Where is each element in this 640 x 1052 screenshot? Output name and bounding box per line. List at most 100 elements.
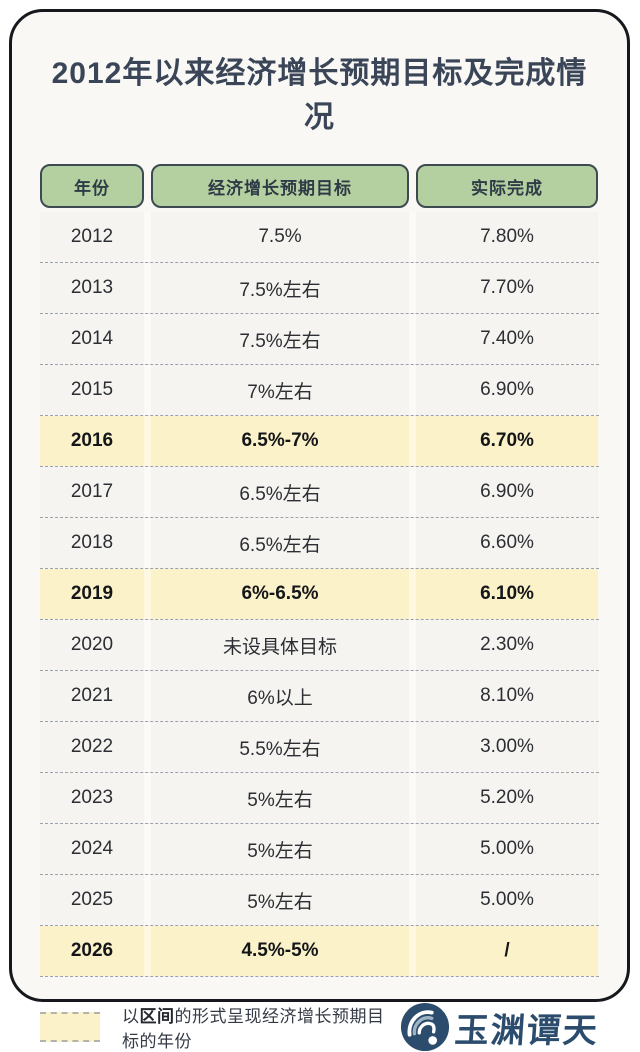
column-divider	[409, 671, 416, 721]
footer: 以区间的形式呈现经济增长预期目标的年份 玉渊谭天	[40, 1002, 601, 1052]
actual-cell: 2.30%	[416, 620, 598, 670]
column-header-actual: 实际完成	[416, 164, 598, 208]
actual-cell: 6.60%	[416, 518, 598, 568]
table-row: 2013 7.5%左右 7.70%	[40, 263, 599, 314]
table-row: 2021 6%以上 8.10%	[40, 671, 599, 722]
year-cell: 2021	[40, 671, 144, 721]
column-divider	[409, 620, 416, 670]
target-cell: 7.5%左右	[151, 263, 409, 313]
table-row: 2020 未设具体目标 2.30%	[40, 620, 599, 671]
column-divider	[409, 773, 416, 823]
column-divider	[409, 569, 416, 619]
actual-cell: 7.70%	[416, 263, 598, 313]
column-divider	[144, 518, 151, 568]
actual-cell: /	[416, 926, 598, 976]
target-cell: 7%左右	[151, 365, 409, 415]
year-cell: 2013	[40, 263, 144, 313]
year-cell: 2017	[40, 467, 144, 517]
target-cell: 7.5%	[151, 212, 409, 262]
column-divider	[144, 365, 151, 415]
table-row: 2015 7%左右 6.90%	[40, 365, 599, 416]
column-divider	[144, 263, 151, 313]
brand-logo-icon	[400, 1002, 450, 1052]
infographic-card: 2012年以来经济增长预期目标及完成情况 年份 经济增长预期目标 实际完成 20…	[9, 9, 630, 1052]
brand-logo: 玉渊谭天	[400, 1002, 601, 1052]
table-row: 2016 6.5%-7% 6.70%	[40, 416, 599, 467]
column-divider	[144, 875, 151, 925]
year-cell: 2019	[40, 569, 144, 619]
column-divider	[144, 569, 151, 619]
column-divider	[144, 824, 151, 874]
column-divider	[409, 875, 416, 925]
table-row: 2018 6.5%左右 6.60%	[40, 518, 599, 569]
column-divider	[409, 518, 416, 568]
table-body: 2012 7.5% 7.80% 2013 7.5%左右 7.70% 2014 7…	[40, 212, 599, 977]
year-cell: 2020	[40, 620, 144, 670]
actual-cell: 6.90%	[416, 467, 598, 517]
column-divider	[144, 467, 151, 517]
column-divider	[144, 212, 151, 262]
year-cell: 2015	[40, 365, 144, 415]
target-cell: 未设具体目标	[151, 620, 409, 670]
column-divider	[144, 671, 151, 721]
column-divider	[144, 773, 151, 823]
column-divider	[409, 365, 416, 415]
actual-cell: 5.00%	[416, 824, 598, 874]
column-divider	[409, 722, 416, 772]
column-divider	[144, 722, 151, 772]
year-cell: 2022	[40, 722, 144, 772]
actual-cell: 5.00%	[416, 875, 598, 925]
year-cell: 2025	[40, 875, 144, 925]
brand-logo-text: 玉渊谭天	[453, 1010, 601, 1051]
target-cell: 6.5%左右	[151, 518, 409, 568]
actual-cell: 6.10%	[416, 569, 598, 619]
table-row: 2024 5%左右 5.00%	[40, 824, 599, 875]
column-divider	[144, 620, 151, 670]
column-divider	[409, 314, 416, 364]
actual-cell: 7.80%	[416, 212, 598, 262]
target-cell: 6.5%左右	[151, 467, 409, 517]
column-header-target: 经济增长预期目标	[151, 164, 409, 208]
actual-cell: 3.00%	[416, 722, 598, 772]
table-row: 2025 5%左右 5.00%	[40, 875, 599, 926]
column-divider	[144, 416, 151, 466]
year-cell: 2018	[40, 518, 144, 568]
target-cell: 4.5%-5%	[151, 926, 409, 976]
target-cell: 6.5%-7%	[151, 416, 409, 466]
column-divider	[409, 212, 416, 262]
year-cell: 2012	[40, 212, 144, 262]
legend-bold: 区间	[139, 1007, 175, 1026]
column-divider	[144, 926, 151, 976]
year-cell: 2014	[40, 314, 144, 364]
legend-prefix: 以	[122, 1007, 140, 1026]
column-divider	[409, 467, 416, 517]
page-title: 2012年以来经济增长预期目标及完成情况	[51, 57, 588, 134]
year-cell: 2016	[40, 416, 144, 466]
actual-cell: 6.90%	[416, 365, 598, 415]
year-cell: 2026	[40, 926, 144, 976]
year-cell: 2024	[40, 824, 144, 874]
highlight-legend-swatch	[40, 1012, 100, 1042]
target-cell: 5%左右	[151, 875, 409, 925]
target-cell: 6%以上	[151, 671, 409, 721]
column-divider	[409, 416, 416, 466]
target-cell: 5%左右	[151, 773, 409, 823]
column-divider	[144, 314, 151, 364]
table-header: 年份 经济增长预期目标 实际完成	[40, 164, 599, 208]
column-divider	[409, 263, 416, 313]
column-divider	[409, 926, 416, 976]
actual-cell: 5.20%	[416, 773, 598, 823]
column-header-year: 年份	[40, 164, 144, 208]
table-row: 2017 6.5%左右 6.90%	[40, 467, 599, 518]
table-row: 2014 7.5%左右 7.40%	[40, 314, 599, 365]
target-cell: 7.5%左右	[151, 314, 409, 364]
target-cell: 6%-6.5%	[151, 569, 409, 619]
legend-text: 以区间的形式呈现经济增长预期目标的年份	[122, 1002, 400, 1052]
table-row: 2022 5.5%左右 3.00%	[40, 722, 599, 773]
table-row: 2026 4.5%-5% /	[40, 926, 599, 977]
table-row: 2023 5%左右 5.20%	[40, 773, 599, 824]
actual-cell: 6.70%	[416, 416, 598, 466]
actual-cell: 7.40%	[416, 314, 598, 364]
table-row: 2019 6%-6.5% 6.10%	[40, 569, 599, 620]
target-cell: 5%左右	[151, 824, 409, 874]
